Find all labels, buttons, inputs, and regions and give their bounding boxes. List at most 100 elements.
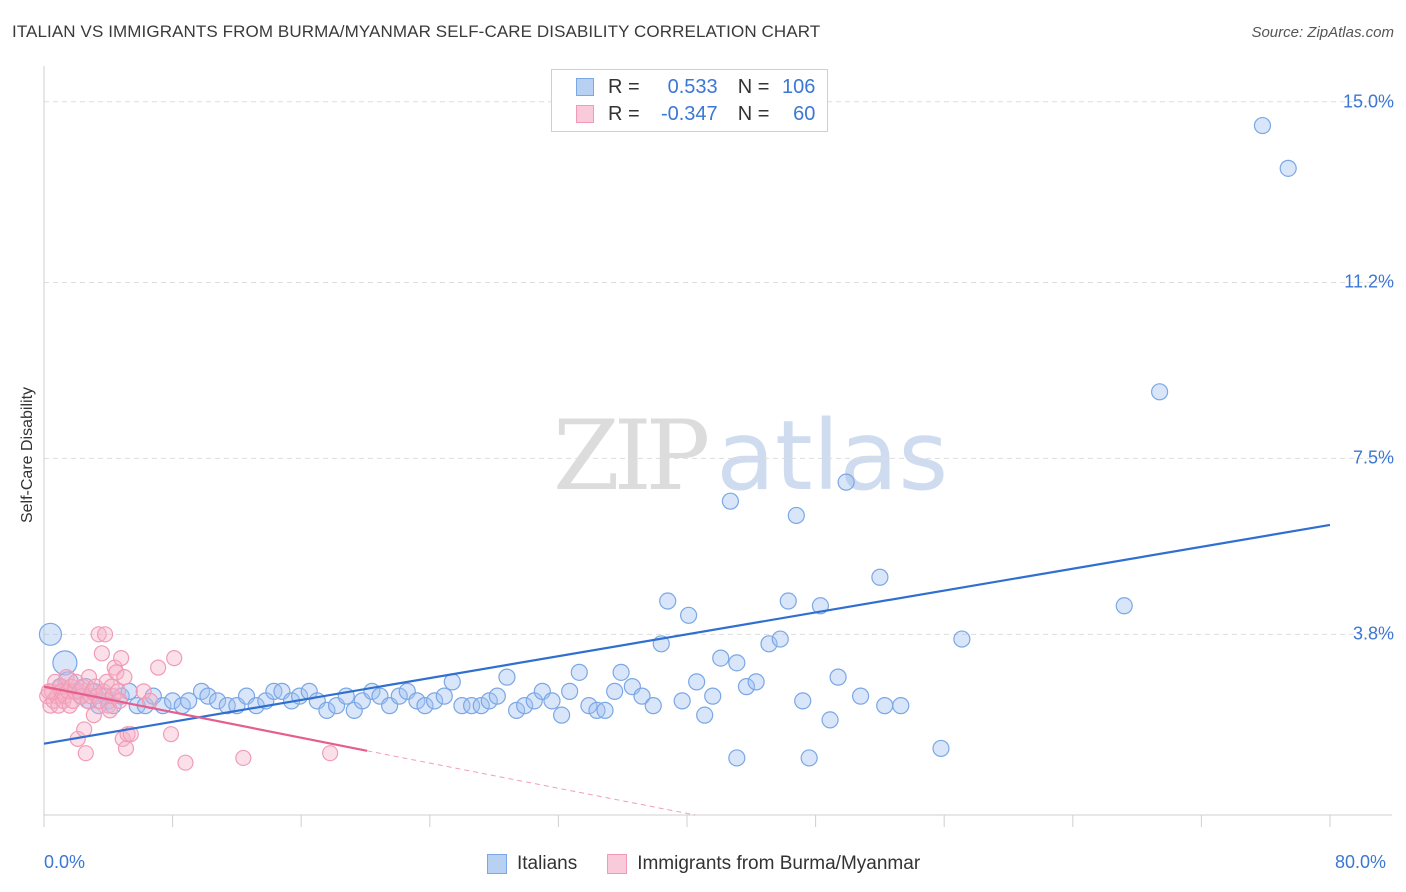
italians-point <box>787 506 805 525</box>
chart-title: ITALIAN VS IMMIGRANTS FROM BURMA/MYANMAR… <box>12 22 821 41</box>
legend-n-value-burma: 60 <box>793 102 816 125</box>
italians-point <box>811 597 830 615</box>
legend-swatch-italians <box>576 78 594 96</box>
burma-point <box>90 626 107 643</box>
italians-point <box>180 692 198 710</box>
legend-r-value-italians: 0.533 <box>667 75 718 98</box>
italians-point <box>953 630 971 648</box>
legend-item-burma[interactable]: Immigrants from Burma/Myanmar <box>607 853 920 875</box>
legend-item-italians[interactable]: Italians <box>487 853 577 875</box>
series-burma <box>39 626 339 771</box>
italians-point <box>779 592 797 610</box>
italians-point <box>871 568 889 586</box>
italians-point <box>1279 159 1297 177</box>
burma-point <box>93 645 110 662</box>
legend-row-italians: R = 0.533 N = 106 <box>576 74 815 100</box>
italians-point <box>852 687 870 705</box>
trend-line-burma <box>43 685 368 752</box>
x-tick-label-max: 80.0% <box>1335 852 1387 872</box>
italians-point <box>209 692 227 710</box>
italians-point <box>800 749 818 767</box>
italians-point <box>747 673 765 691</box>
trend-lines <box>43 523 1331 816</box>
stats-legend: R = 0.533 N = 106 R = -0.347 N = 60 <box>551 69 828 132</box>
italians-point <box>633 687 651 705</box>
italians-point <box>488 687 506 705</box>
y-tick-label: 7.5% <box>1352 447 1394 468</box>
italians-point <box>829 668 847 686</box>
italians-point <box>932 739 950 758</box>
italians-point <box>52 650 78 676</box>
legend-n-value-italians: 106 <box>782 75 816 98</box>
y-tick-label: 15.0% <box>1342 91 1394 112</box>
italians-point <box>218 697 236 715</box>
y-tick-label: 11.2% <box>1344 271 1394 292</box>
legend-swatch-burma <box>607 854 628 874</box>
burma-point <box>114 730 131 748</box>
italians-point <box>508 701 526 719</box>
italians-point <box>38 622 63 646</box>
italians-point <box>794 692 812 710</box>
italians-point <box>712 649 730 667</box>
burma-point <box>40 683 57 700</box>
burma-point <box>108 664 125 681</box>
burma-point <box>235 749 252 767</box>
italians-point <box>199 687 217 705</box>
burma-point <box>116 669 133 686</box>
italians-point <box>680 606 698 624</box>
italians-point <box>659 592 677 610</box>
watermark-atlas: atlas <box>716 400 949 512</box>
italians-point <box>435 687 453 705</box>
burma-point <box>322 745 339 762</box>
italians-point <box>771 630 789 648</box>
italians-point <box>553 706 571 724</box>
italians-point <box>606 682 624 700</box>
italians-point <box>728 749 746 767</box>
burma-point <box>96 626 114 643</box>
italians-point <box>612 663 630 681</box>
burma-point <box>76 721 93 738</box>
italians-point <box>696 706 714 724</box>
italians-point <box>543 692 561 710</box>
burma-point <box>166 649 183 667</box>
italians-point <box>728 654 746 672</box>
legend-r-value-burma: -0.347 <box>660 102 718 125</box>
burma-point <box>162 726 180 743</box>
burma-point <box>77 745 94 762</box>
italians-point <box>416 697 434 715</box>
burma-point <box>117 740 135 757</box>
italians-point <box>426 692 444 710</box>
x-tick-label-min: 0.0% <box>44 852 86 872</box>
italians-point <box>480 692 498 710</box>
trend-line-burma-extension <box>367 750 696 816</box>
legend-row-burma: R = -0.347 N = 60 <box>576 101 815 127</box>
italians-point <box>1151 383 1169 401</box>
legend-n-label: N = <box>737 102 770 125</box>
series-italians <box>38 116 1297 767</box>
burma-point <box>135 683 152 700</box>
italians-point <box>390 687 408 705</box>
legend-label-burma: Immigrants from Burma/Myanmar <box>637 853 921 874</box>
italians-point <box>704 687 722 705</box>
legend-swatch-burma <box>576 105 594 123</box>
italians-point <box>821 711 839 729</box>
italians-point <box>318 701 336 719</box>
axes <box>43 66 1392 827</box>
italians-point <box>561 682 579 700</box>
gridlines <box>44 101 1392 635</box>
italians-point <box>596 701 614 719</box>
italians-point <box>688 673 706 691</box>
series-legend: Italians Immigrants from Burma/Myanmar <box>487 853 950 875</box>
legend-r-label: R = <box>608 75 640 98</box>
italians-point <box>498 668 516 686</box>
italians-point <box>892 697 910 715</box>
italians-point <box>1253 116 1272 135</box>
italians-point <box>737 678 756 696</box>
burma-point <box>150 659 167 676</box>
trend-line-italians <box>43 523 1331 745</box>
italians-point <box>516 697 534 715</box>
italians-point <box>721 492 740 510</box>
italians-point <box>472 697 490 715</box>
italians-point <box>462 697 481 715</box>
